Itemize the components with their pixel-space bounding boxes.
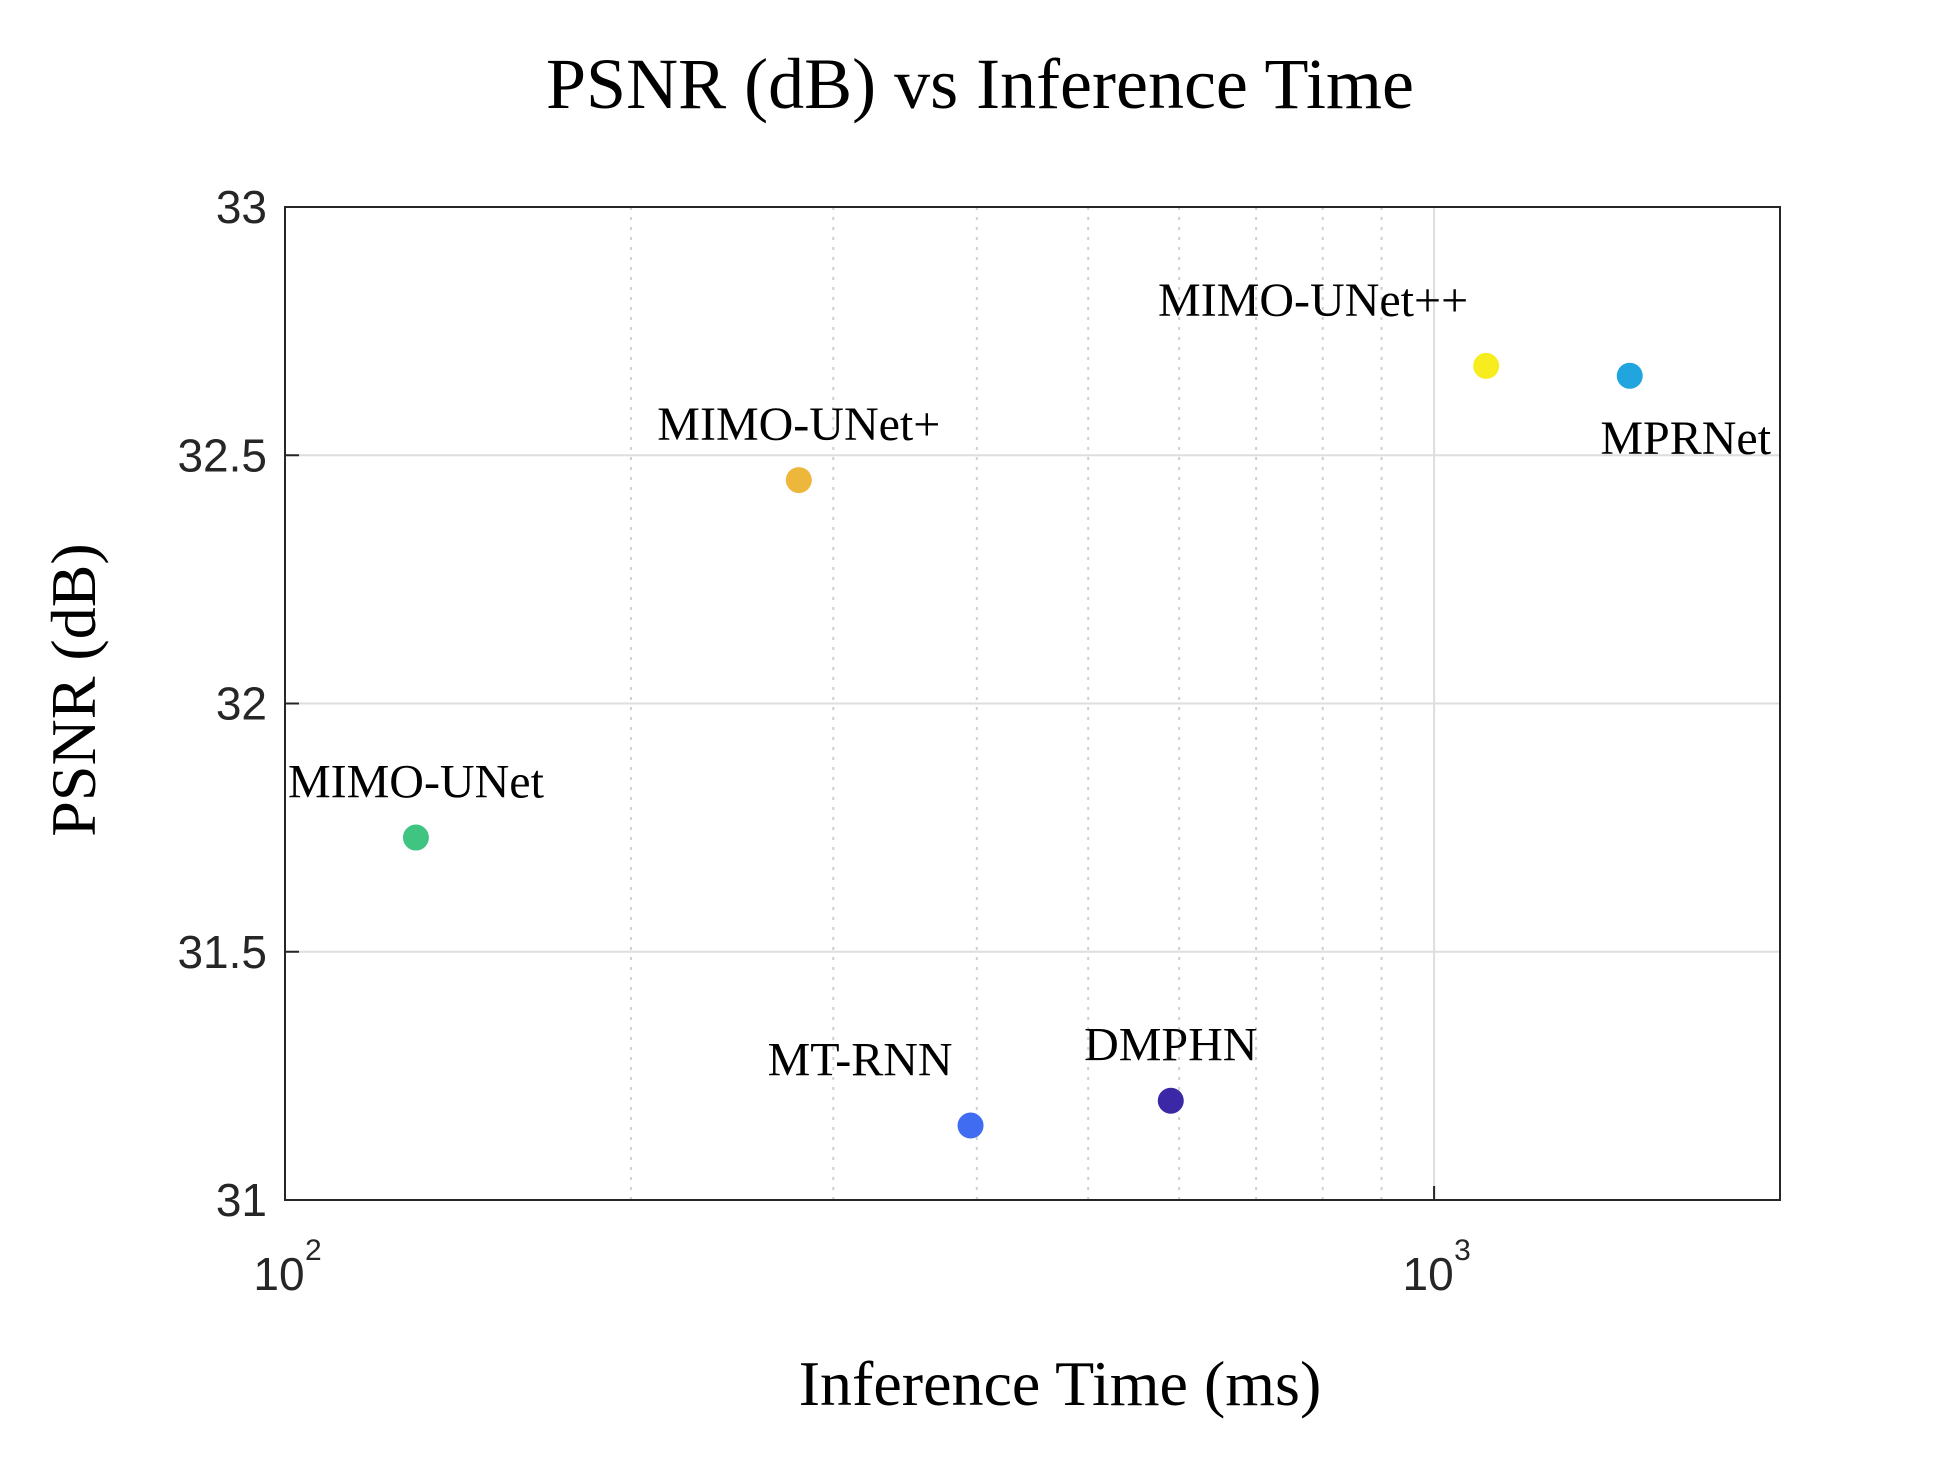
data-point-label: MIMO-UNet bbox=[288, 756, 545, 809]
data-point bbox=[1616, 362, 1643, 389]
y-tick-label: 33 bbox=[216, 181, 267, 233]
data-point-label: MPRNet bbox=[1600, 412, 1771, 465]
data-point-label: MT-RNN bbox=[768, 1034, 953, 1087]
x-tick-exponent: 2 bbox=[305, 1234, 322, 1267]
x-tick-exponent: 3 bbox=[1454, 1234, 1471, 1267]
y-tick-label: 32.5 bbox=[177, 429, 267, 481]
data-point bbox=[402, 824, 429, 851]
x-tick-label: 10 bbox=[1403, 1248, 1454, 1300]
data-point-label: MIMO-UNet+ bbox=[657, 398, 940, 451]
data-point bbox=[1473, 352, 1500, 379]
data-points: MIMO-UNet MIMO-UNet+ MT-RNN DMPHN MIMO-UNet+… bbox=[288, 274, 1772, 1139]
y-tick-label: 31.5 bbox=[177, 926, 267, 978]
x-axis-label: Inference Time (ms) bbox=[799, 1348, 1322, 1419]
data-point bbox=[957, 1112, 984, 1139]
data-point bbox=[1157, 1087, 1184, 1114]
y-axis-label: PSNR (dB) bbox=[38, 543, 109, 836]
y-tick-label: 31 bbox=[216, 1174, 267, 1226]
x-tick-label: 10 bbox=[253, 1248, 304, 1300]
chart-title: PSNR (dB) vs Inference Time bbox=[546, 44, 1414, 124]
grid bbox=[285, 207, 1780, 1200]
data-point-label: DMPHN bbox=[1084, 1019, 1257, 1072]
data-point-label: MIMO-UNet++ bbox=[1158, 274, 1468, 327]
y-tick-label: 32 bbox=[216, 678, 267, 730]
data-point bbox=[785, 467, 812, 494]
